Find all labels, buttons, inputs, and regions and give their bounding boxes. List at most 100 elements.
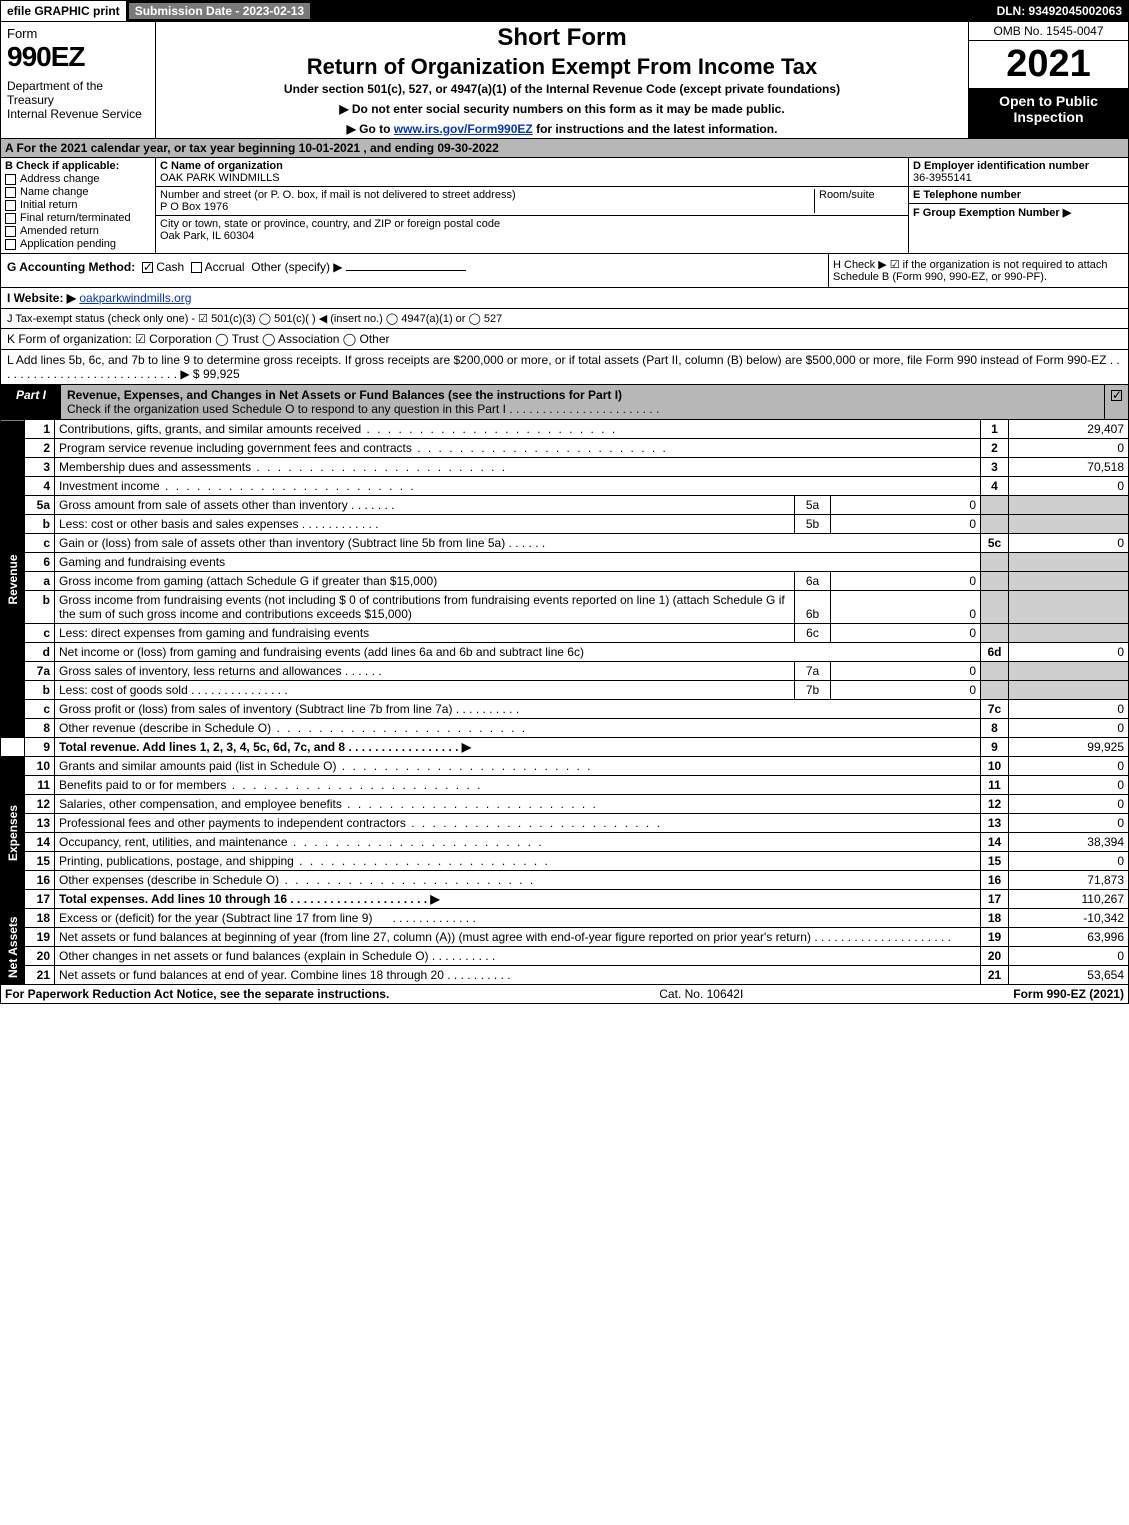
chk-final-return[interactable] [5, 213, 16, 224]
part1-title: Revenue, Expenses, and Changes in Net As… [61, 385, 1104, 419]
shade6b [981, 591, 1009, 624]
b8: 8 [981, 719, 1009, 738]
b18: 18 [981, 909, 1009, 928]
lbl-accrual: Accrual [205, 260, 245, 274]
n6: 6 [25, 553, 55, 572]
d6: Gaming and fundraising events [55, 553, 981, 572]
accounting-method-row: G Accounting Method: Cash Accrual Other … [7, 260, 822, 274]
d18: Excess or (deficit) for the year (Subtra… [59, 911, 372, 925]
a5c: 0 [1009, 534, 1129, 553]
phone-label: E Telephone number [913, 189, 1021, 201]
chk-initial-return[interactable] [5, 200, 16, 211]
b14: 14 [981, 833, 1009, 852]
chk-amended-return[interactable] [5, 226, 16, 237]
group-exemption-label: F Group Exemption Number ▶ [913, 207, 1071, 219]
n7c: c [25, 700, 55, 719]
chk-cash[interactable] [142, 262, 153, 273]
topbar-spacer [313, 1, 990, 21]
street-value: P O Box 1976 [160, 201, 228, 213]
sa6b: 0 [831, 591, 981, 624]
sa5b: 0 [831, 515, 981, 534]
shadeamt5a [1009, 496, 1129, 515]
lbl-application-pending: Application pending [20, 238, 116, 250]
page-footer: For Paperwork Reduction Act Notice, see … [0, 985, 1129, 1004]
row-i: I Website: ▶ oakparkwindmills.org [0, 288, 1129, 309]
shadeamt7b [1009, 681, 1129, 700]
short-form-label: Short Form [160, 24, 964, 52]
shade5a [981, 496, 1009, 515]
d14: Occupancy, rent, utilities, and maintena… [59, 835, 544, 849]
n12: 12 [25, 795, 55, 814]
d12: Salaries, other compensation, and employ… [59, 797, 598, 811]
b15: 15 [981, 852, 1009, 871]
d4: Investment income [59, 479, 416, 493]
n6d: d [25, 643, 55, 662]
n5b: b [25, 515, 55, 534]
chk-address-change[interactable] [5, 174, 16, 185]
a19: 63,996 [1009, 928, 1129, 947]
a20: 0 [1009, 947, 1129, 966]
goto-line: ▶ Go to www.irs.gov/Form990EZ for instru… [160, 122, 964, 136]
open-inspection: Open to Public Inspection [969, 89, 1128, 138]
a7c: 0 [1009, 700, 1129, 719]
irs-link[interactable]: www.irs.gov/Form990EZ [394, 122, 533, 136]
n17: 17 [25, 890, 55, 909]
n15: 15 [25, 852, 55, 871]
d9: Total revenue. Add lines 1, 2, 3, 4, 5c,… [59, 740, 471, 754]
a17: 110,267 [1009, 890, 1129, 909]
chk-schedule-o[interactable] [1111, 390, 1122, 401]
n14: 14 [25, 833, 55, 852]
a1: 29,407 [1009, 420, 1129, 439]
b17: 17 [981, 890, 1009, 909]
footer-left: For Paperwork Reduction Act Notice, see … [5, 987, 389, 1001]
b10: 10 [981, 757, 1009, 776]
header-middle: Short Form Return of Organization Exempt… [156, 22, 968, 138]
lbl-other-specify: Other (specify) ▶ [251, 260, 342, 274]
website-link[interactable]: oakparkwindmills.org [79, 291, 191, 305]
s7a: 7a [795, 662, 831, 681]
form-header: Form 990EZ Department of the Treasury In… [0, 22, 1129, 139]
d17: Total expenses. Add lines 10 through 16 … [59, 892, 440, 906]
b2: 2 [981, 439, 1009, 458]
lbl-name-change: Name change [20, 186, 89, 198]
a14: 38,394 [1009, 833, 1129, 852]
dln: DLN: 93492045002063 [991, 1, 1128, 21]
n4: 4 [25, 477, 55, 496]
side-net-assets: Net Assets [1, 909, 25, 985]
n16: 16 [25, 871, 55, 890]
sa7a: 0 [831, 662, 981, 681]
n8: 8 [25, 719, 55, 738]
sa7b: 0 [831, 681, 981, 700]
part1-table: Revenue 1 Contributions, gifts, grants, … [0, 420, 1129, 985]
b9: 9 [981, 738, 1009, 757]
department: Department of the Treasury Internal Reve… [7, 79, 149, 121]
website-label: I Website: ▶ [7, 291, 76, 305]
b5c: 5c [981, 534, 1009, 553]
d10: Grants and similar amounts paid (list in… [59, 759, 592, 773]
n9: 9 [25, 738, 55, 757]
chk-accrual[interactable] [191, 262, 202, 273]
part1-tab: Part I [1, 385, 61, 419]
n6a: a [25, 572, 55, 591]
city-value: Oak Park, IL 60304 [160, 230, 254, 242]
n18: 18 [25, 909, 55, 928]
info-grid: B Check if applicable: Address change Na… [0, 158, 1129, 254]
sa6c: 0 [831, 624, 981, 643]
street-label: Number and street (or P. O. box, if mail… [160, 189, 516, 201]
shadeamt6b [1009, 591, 1129, 624]
chk-name-change[interactable] [5, 187, 16, 198]
footer-mid: Cat. No. 10642I [659, 987, 743, 1001]
n1: 1 [25, 420, 55, 439]
n20: 20 [25, 947, 55, 966]
a18: -10,342 [1009, 909, 1129, 928]
d7c: Gross profit or (loss) from sales of inv… [59, 702, 452, 716]
goto-prefix: ▶ Go to [347, 122, 394, 136]
other-specify-input[interactable] [346, 270, 466, 271]
shadeamt5b [1009, 515, 1129, 534]
goto-suffix: for instructions and the latest informat… [533, 122, 778, 136]
n3: 3 [25, 458, 55, 477]
lbl-final-return: Final return/terminated [20, 212, 131, 224]
s7b: 7b [795, 681, 831, 700]
chk-application-pending[interactable] [5, 239, 16, 250]
form-word: Form [7, 26, 149, 41]
